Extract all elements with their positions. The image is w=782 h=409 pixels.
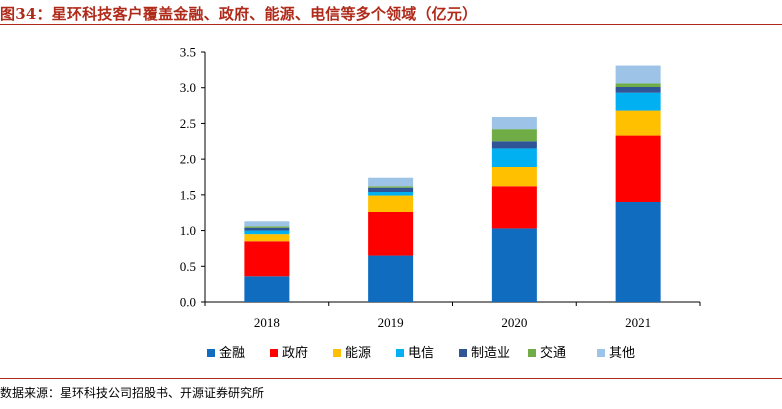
bar-segment [368,192,414,196]
bar-segment [491,129,537,142]
legend-swatch [597,349,605,357]
bar-segment [368,195,414,212]
legend-swatch [396,349,404,357]
bar-segment [368,187,414,192]
bar-segment [615,110,661,136]
x-tick-label: 2021 [625,315,651,330]
bar-segment [491,141,537,149]
bar-segment [615,92,661,111]
legend-label: 制造业 [471,346,510,361]
bar-segment [368,212,414,256]
chart-axes: 0.0 0.5 1.0 1.5 2.0 2.5 3.0 3.5 2018 2019 2020 2021 [180,45,701,330]
y-tick-label: 1.0 [180,223,196,238]
legend-swatch [333,349,341,357]
bar-segment [368,177,414,187]
bar-segment [368,186,414,188]
bar-segment [244,227,290,231]
bar-segment [244,226,290,228]
legend-swatch [459,349,467,357]
legend-swatch [270,349,278,357]
x-tick-label: 2019 [378,315,404,330]
legend-label: 能源 [345,346,371,361]
bar-segment [491,148,537,167]
legend-label: 交通 [540,345,566,361]
bar-segment [615,135,661,202]
bar-segment [244,241,290,277]
bar-segment [615,83,661,87]
bar-segment [491,228,537,302]
bar-segment [615,202,661,302]
bar-segment [615,65,661,84]
legend-label: 金融 [219,345,245,361]
bar-segment [244,234,290,242]
bar-segment [491,167,537,187]
bar-segment [244,276,290,302]
bar-segment [491,117,537,130]
bar-segment [244,230,290,235]
y-tick-label: 2.0 [180,152,196,167]
x-tick-label: 2018 [254,315,280,330]
legend-swatch [528,349,536,357]
y-tick-label: 0.0 [180,295,196,310]
data-source-note: 数据来源：星环科技公司招股书、开源证券研究所 [0,386,265,400]
legend-label: 电信 [408,346,434,361]
source-divider [0,378,782,379]
legend-label: 其他 [609,346,635,361]
title-divider [0,24,782,25]
bar-segment [491,186,537,229]
y-tick-label: 1.5 [180,187,196,202]
bar-segment [615,87,661,93]
chart-bars [244,65,661,302]
y-tick-label: 0.5 [180,259,196,274]
x-tick-label: 2020 [501,315,527,330]
legend-label: 政府 [282,346,308,361]
y-tick-label: 2.5 [180,116,196,131]
y-tick-label: 3.0 [180,80,196,95]
bar-segment [368,255,414,302]
chart-legend: 金融 政府 能源 电信 制造业 交通 其他 [207,345,635,361]
legend-swatch [207,349,215,357]
bar-segment [244,221,290,227]
chart-title: 图34：星环科技客户覆盖金融、政府、能源、电信等多个领域（亿元） [0,5,478,23]
y-tick-label: 3.5 [180,45,196,60]
